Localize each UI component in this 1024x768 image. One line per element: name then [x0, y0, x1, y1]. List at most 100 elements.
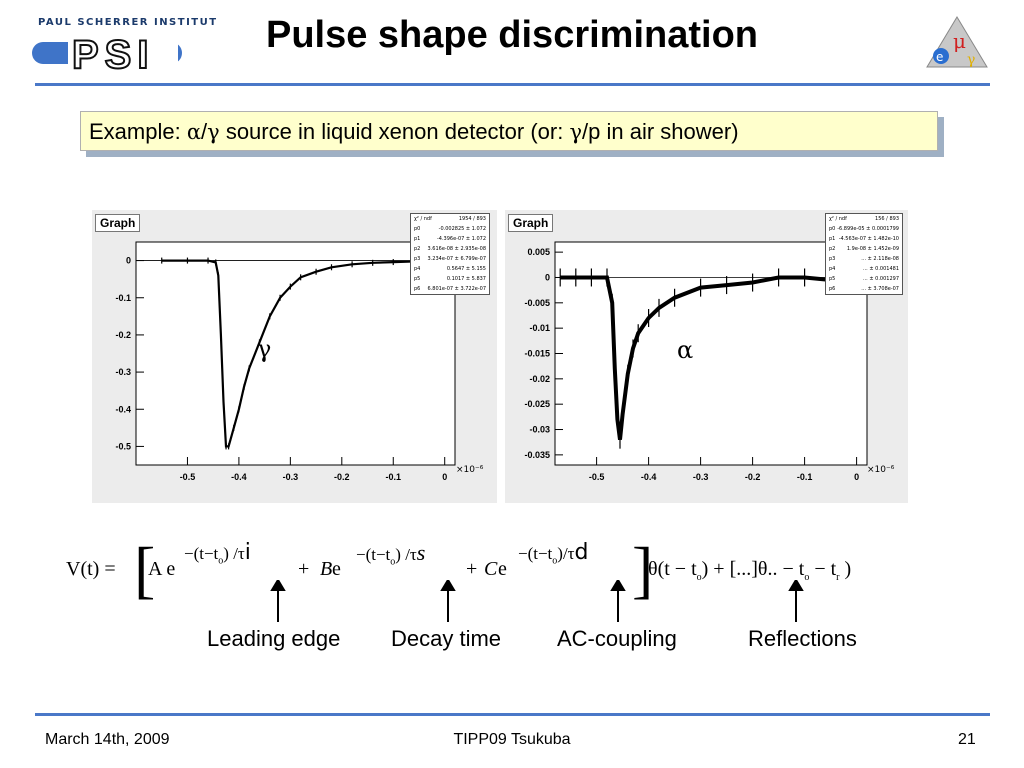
term-b: B: [320, 558, 333, 580]
fit-stat-row: p0 -6.899e-05 ± 0.0001799: [826, 224, 902, 234]
term-a: A e: [148, 558, 176, 580]
fit-stat-value: -4.396e-07 ± 1.072: [436, 236, 486, 242]
fit-stat-row: p4 0.5647 ± 5.155: [411, 264, 489, 274]
institute-label: PAUL SCHERRER INSTITUT: [38, 17, 218, 28]
fit-stat-row: p2 1.9e-08 ± 1.452e-09: [826, 244, 902, 254]
fit-stat-value: 3.234e-07 ± 6.799e-07: [427, 256, 486, 262]
y-tick-label: -0.01: [529, 323, 550, 333]
alpha-symbol: α: [186, 120, 202, 144]
fit-stat-name: p6: [829, 286, 836, 292]
svg-text:μ: μ: [953, 29, 966, 53]
graph-tag: Graph: [95, 214, 141, 232]
fit-stat-name: p1: [414, 236, 421, 242]
example-prefix: Example:: [89, 119, 187, 144]
fit-stat-name: p5: [829, 276, 836, 282]
right-bracket: ]: [632, 534, 654, 605]
fit-stat-name: χ² / ndf: [414, 216, 432, 222]
footer-event: TIPP09 Tsukuba: [453, 731, 571, 748]
term-b-plus: +: [298, 558, 310, 580]
fit-stat-value: 1954 / 893: [458, 216, 486, 222]
x-scale-label: ×10⁻⁶: [867, 465, 895, 475]
term-b-e: e: [332, 558, 341, 580]
fit-stat-value: ... ± 0.001297: [863, 276, 899, 282]
left-bracket: [: [134, 534, 156, 605]
exp-b-end: ) /τ: [395, 545, 417, 564]
example-middle: source in liquid xenon detector (or:: [219, 119, 570, 144]
example-slash: /: [201, 119, 208, 144]
fit-stat-value: ... ± 3.708e-07: [861, 286, 899, 292]
exp-b-text: −(t−t: [356, 545, 391, 564]
label-reflections: Reflections: [748, 626, 857, 651]
x-tick-label: -0.1: [386, 472, 402, 482]
fit-stat-value: 3.616e-08 ± 2.935e-08: [427, 246, 486, 252]
fit-stat-name: χ² / ndf: [829, 216, 847, 222]
fit-stat-row: p2 3.616e-08 ± 2.935e-08: [411, 244, 489, 254]
exponent-a: −(t−to) /τi: [184, 540, 251, 566]
fit-stat-value: 1.9e-08 ± 1.452e-09: [846, 246, 899, 252]
y-tick-label: -0.2: [115, 330, 131, 340]
gamma-marker: γ: [257, 335, 272, 363]
exp-c-text: −(t−t: [518, 544, 553, 563]
annotation-arrows: [270, 580, 804, 622]
exp-a-text: −(t−t: [184, 544, 219, 563]
y-tick-label: -0.03: [529, 425, 550, 435]
fit-stat-value: 6.801e-07 ± 3.722e-07: [427, 286, 486, 292]
y-tick-label: -0.035: [524, 450, 550, 460]
exp-a-sub: o: [218, 555, 224, 567]
fit-stat-name: p1: [829, 236, 836, 242]
rhs-close: ): [839, 558, 852, 580]
exp-c-idx: d: [574, 540, 589, 565]
fit-stat-value: 0.5647 ± 5.155: [446, 266, 486, 272]
fit-stats-box: χ² / ndf 156 / 893 p0 -6.899e-05 ± 0.000179…: [825, 213, 903, 295]
y-tick-label: -0.015: [524, 349, 550, 359]
fit-stat-name: p0: [414, 226, 421, 232]
fit-stat-row: χ² / ndf 1954 / 893: [411, 214, 489, 224]
exponent-b: −(t−to) /τs: [356, 540, 425, 567]
footer-date: March 14th, 2009: [45, 731, 170, 748]
y-tick-label: 0.005: [527, 247, 550, 257]
plot-frame: [554, 241, 868, 466]
fit-stat-name: p5: [414, 276, 421, 282]
y-tick-label: 0: [126, 256, 131, 266]
formula-rhs: θ(t − to) + [...]θ.. − to − tr ): [648, 558, 851, 583]
exp-a-idx: i: [244, 540, 251, 565]
example-suffix: /p in air shower): [582, 119, 739, 144]
exp-a-end: ) /τ: [223, 544, 245, 563]
formula-lhs: V(t) =: [66, 558, 116, 580]
fit-stat-value: -6.899e-05 ± 0.0001799: [837, 226, 899, 232]
fit-stat-value: 0.1017 ± 5.837: [446, 276, 486, 282]
y-tick-label: -0.025: [524, 399, 550, 409]
x-tick-label: 0: [854, 472, 859, 482]
term-c: C: [484, 558, 498, 580]
fit-stat-row: p5 0.1017 ± 5.837: [411, 274, 489, 284]
x-tick-label: -0.5: [589, 472, 605, 482]
fit-stat-name: p6: [414, 286, 421, 292]
fit-stat-row: p0 -0.002825 ± 1.072: [411, 224, 489, 234]
fit-stat-name: p4: [414, 266, 421, 272]
arrowhead: [440, 580, 456, 591]
footer-divider: [35, 713, 990, 716]
fit-stat-row: p6 6.801e-07 ± 3.722e-07: [411, 284, 489, 294]
y-tick-label: -0.02: [529, 374, 550, 384]
x-tick-label: -0.2: [745, 472, 761, 482]
fit-stat-name: p3: [829, 256, 836, 262]
rhs-end: − t: [809, 558, 837, 580]
exponent-c: −(t−to)/τd: [518, 540, 588, 566]
psi-logo-text: PSI: [72, 33, 154, 74]
exp-c-end: )/τ: [557, 544, 575, 563]
fit-stat-name: p2: [414, 246, 421, 252]
x-tick-label: -0.3: [693, 472, 709, 482]
page-number: 21: [958, 731, 976, 748]
gamma-pulse-plot: -0.5 -0.4 -0.3 -0.2 -0.1 0 0 -0.1 -0.2 -0.3 -0.4 -0…: [115, 241, 456, 482]
page-title: Pulse shape discrimination: [265, 14, 759, 56]
y-tick-label: -0.3: [115, 367, 131, 377]
x-tick-label: -0.1: [797, 472, 813, 482]
label-ac-coupling: AC-coupling: [557, 626, 677, 651]
fit-stat-value: -4.563e-07 ± 1.482e-10: [838, 236, 899, 242]
fit-stat-value: ... ± 0.001481: [863, 266, 899, 272]
psi-logo: PSI: [32, 32, 182, 74]
exp-c-sub: o: [552, 555, 558, 567]
gamma-symbol: γ: [207, 120, 220, 144]
x-tick-label: -0.2: [334, 472, 350, 482]
header-divider: [35, 83, 990, 86]
